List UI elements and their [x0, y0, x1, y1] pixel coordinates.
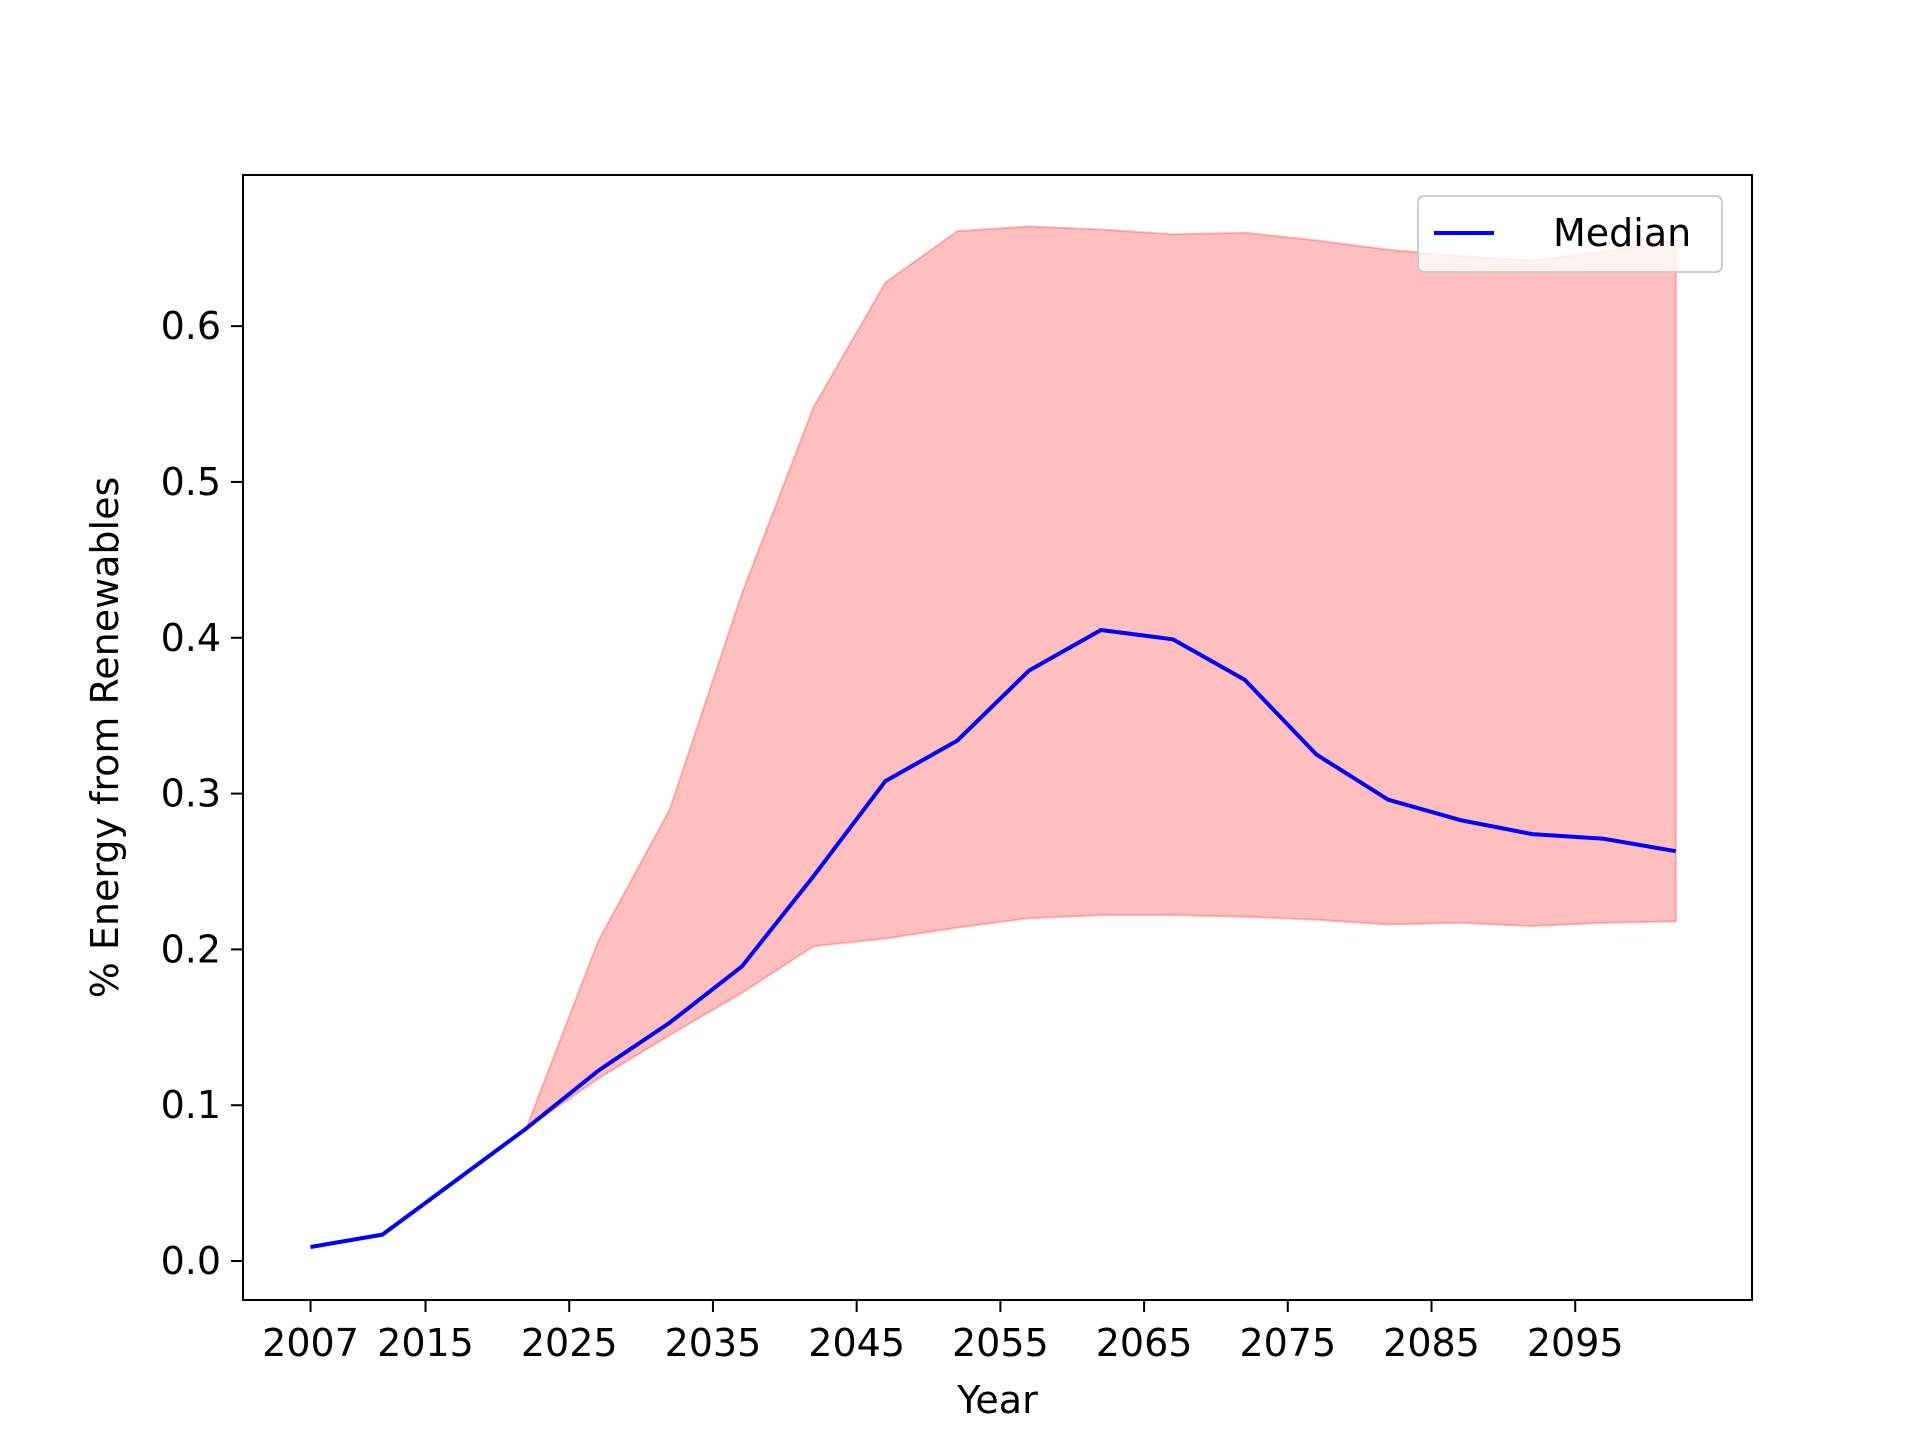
legend-label-median: Median [1553, 211, 1691, 255]
x-tick-label: 2085 [1383, 1321, 1480, 1365]
x-tick-label: 2007 [262, 1321, 359, 1365]
legend: Median [1417, 195, 1723, 273]
y-tick-label: 0.3 [161, 772, 221, 816]
x-axis-label: Year [956, 1378, 1038, 1422]
series-line-median [310, 628, 1677, 1249]
x-axis: 2007 2015 2025 2035 2045 2055 2065 2075 2085 2095 [262, 1300, 1624, 1365]
axes-frame [242, 174, 1753, 1301]
legend-box [1417, 195, 1723, 273]
y-tick-label: 0.5 [161, 460, 221, 504]
y-tick-label: 0.1 [161, 1083, 221, 1127]
range-band [524, 225, 1677, 1132]
x-tick-label: 2075 [1239, 1321, 1336, 1365]
plot-area [310, 225, 1677, 1249]
x-tick-label: 2035 [665, 1321, 762, 1365]
y-tick-label: 0.6 [161, 304, 221, 348]
y-tick-label: 0.2 [161, 927, 221, 971]
y-tick-label: 0.0 [161, 1239, 221, 1283]
x-tick-label: 2025 [521, 1321, 618, 1365]
x-tick-label: 2015 [377, 1321, 474, 1365]
x-tick-label: 2055 [952, 1321, 1049, 1365]
y-axis-label: % Energy from Renewables [83, 477, 127, 999]
x-tick-label: 2065 [1096, 1321, 1193, 1365]
x-tick-label: 2095 [1527, 1321, 1624, 1365]
y-tick-label: 0.4 [161, 616, 221, 660]
y-axis: 0.0 0.1 0.2 0.3 0.4 0.5 0.6 [161, 304, 243, 1283]
x-tick-label: 2045 [808, 1321, 905, 1365]
